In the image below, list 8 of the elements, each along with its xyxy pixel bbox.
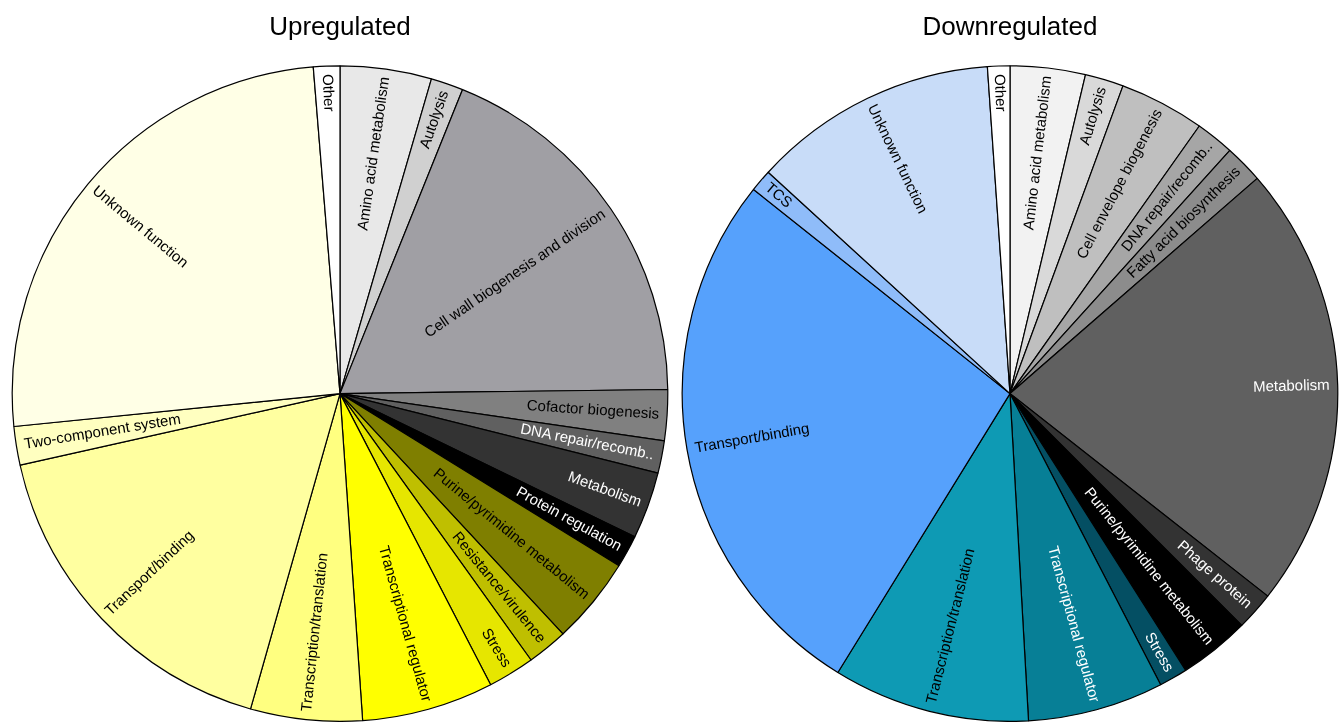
chart-title: Upregulated [269,10,411,41]
slice-label: Other [991,73,1011,112]
chart-title: Downregulated [922,10,1098,41]
slice-label: Other [319,73,339,112]
slice-label: Metabolism [1252,375,1330,395]
slice-label: Amino acid metabolism [353,75,393,232]
slice-label: Amino acid metabolism [1019,74,1055,231]
slice-label: Cofactor biogenesis [526,396,660,422]
